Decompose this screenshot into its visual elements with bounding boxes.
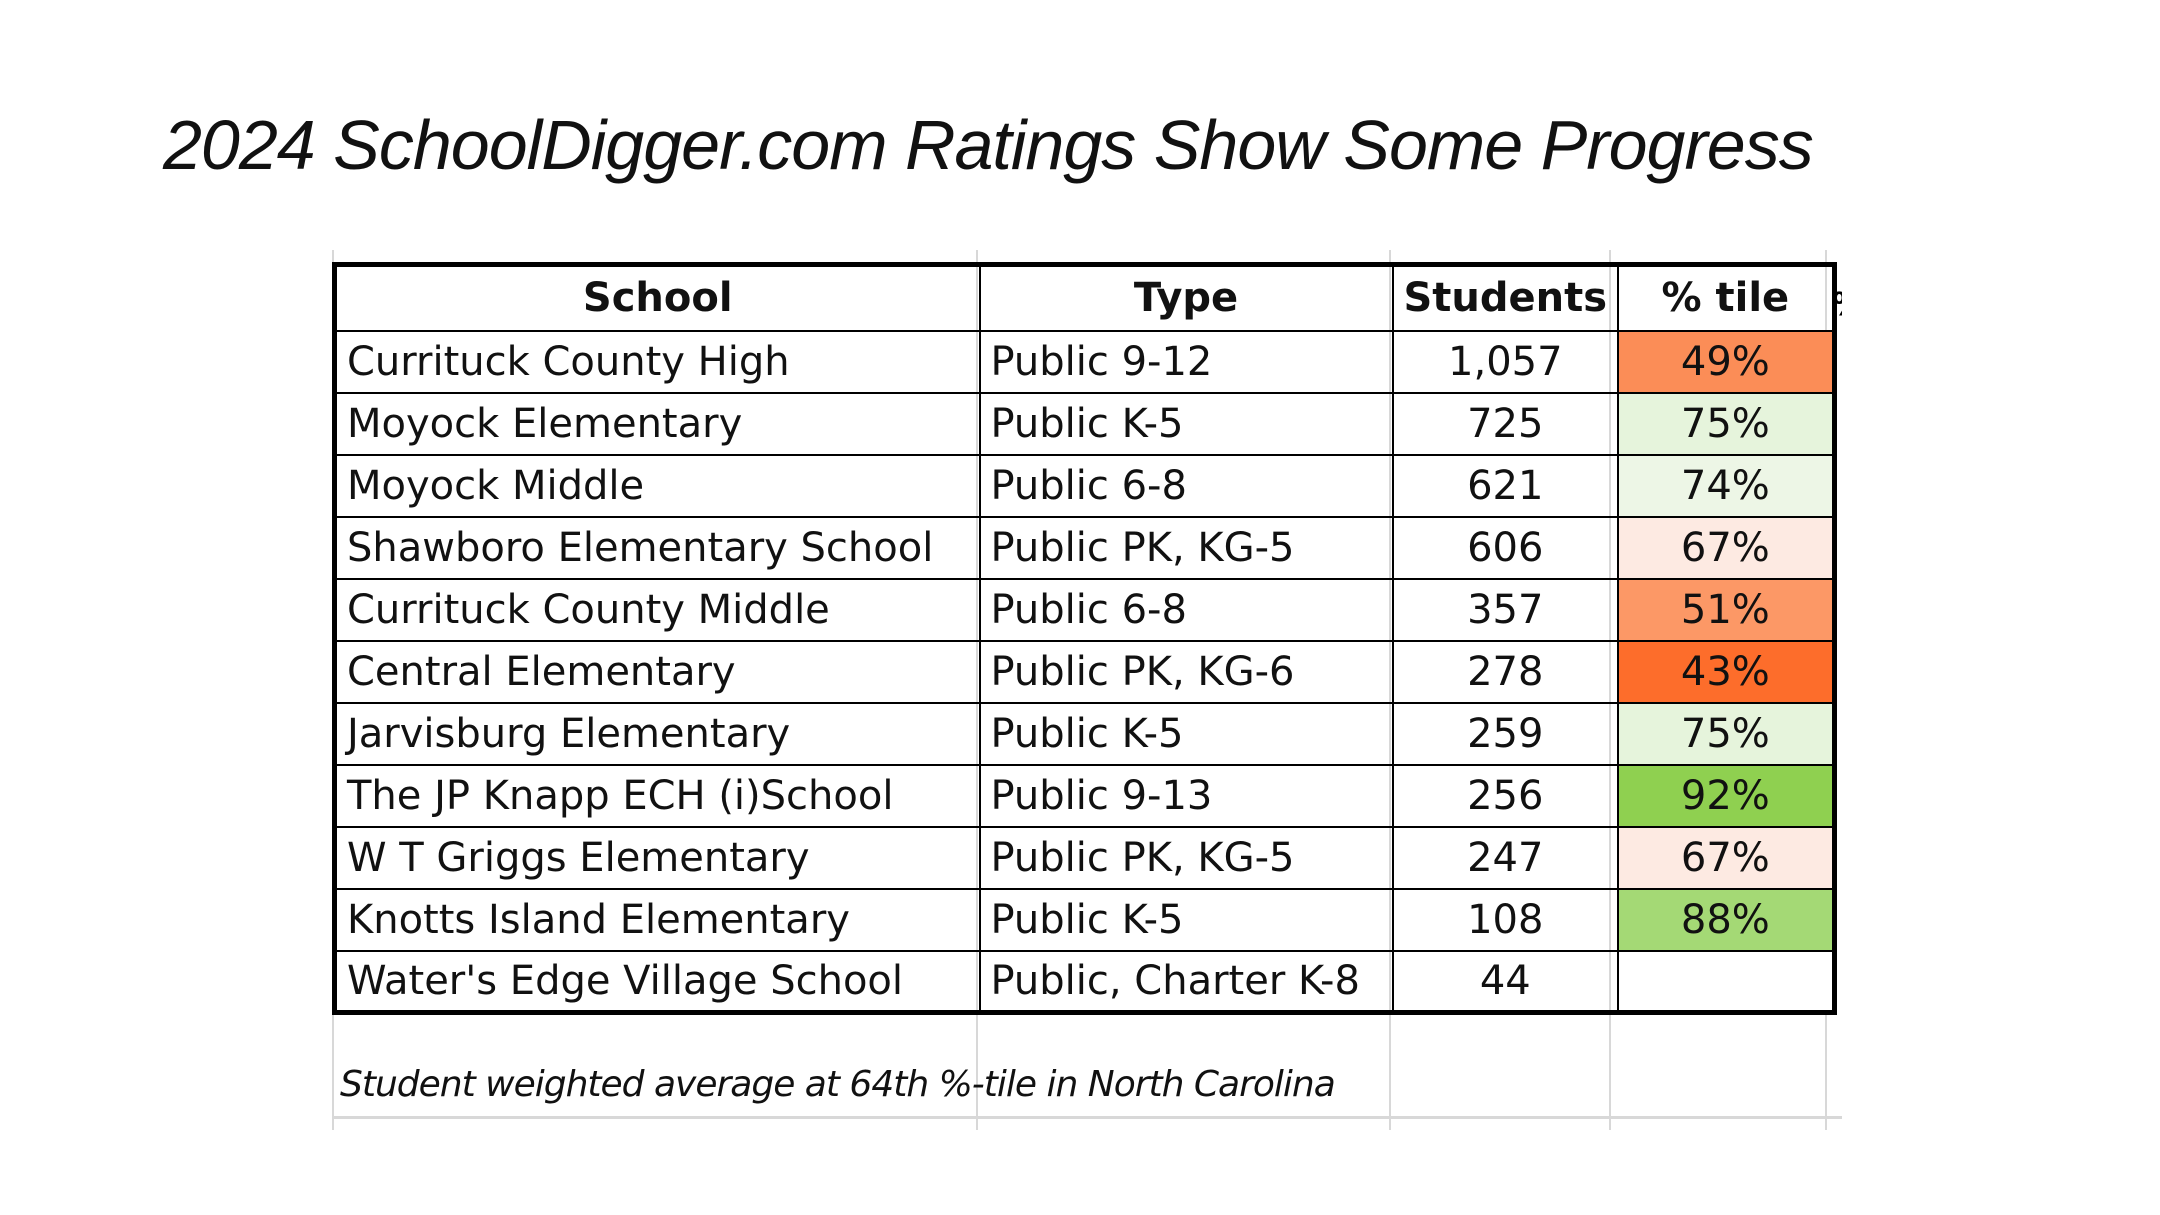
percentile-cell: 75% — [1617, 391, 1836, 456]
footer-note: Student weighted average at 64th %-tile … — [340, 1064, 1336, 1105]
percentile-cell: 49% — [1617, 329, 1836, 394]
table-row: Water's Edge Village School Public, Chart… — [333, 949, 1836, 1014]
header-students: Students — [1391, 263, 1620, 332]
school-name-cell: Moyock Elementary — [333, 391, 981, 456]
table-row: W T Griggs Elementary Public PK, KG-5 247 6… — [333, 825, 1836, 890]
percentile-cell: 88% — [1617, 887, 1836, 952]
school-name-cell: Currituck County Middle — [333, 577, 981, 642]
school-name-cell: Water's Edge Village School — [333, 949, 981, 1014]
school-type-cell: Public PK, KG-5 — [978, 515, 1394, 580]
school-type-cell: Public PK, KG-5 — [978, 825, 1394, 890]
school-type-cell: Public 6-8 — [978, 453, 1394, 518]
school-type-cell: Public 9-12 — [978, 329, 1394, 394]
header-school: School — [333, 263, 981, 332]
students-cell: 256 — [1391, 763, 1620, 828]
table-row: Central Elementary Public PK, KG-6 278 43% — [333, 639, 1836, 704]
table-row: Currituck County High Public 9-12 1,057 49% — [333, 329, 1836, 394]
table-row: Jarvisburg Elementary Public K-5 259 75% — [333, 701, 1836, 766]
school-name-cell: Jarvisburg Elementary — [333, 701, 981, 766]
school-type-cell: Public 9-13 — [978, 763, 1394, 828]
percentile-cell — [1617, 949, 1836, 1014]
school-name-cell: Currituck County High — [333, 329, 981, 394]
percentile-cell: 74% — [1617, 453, 1836, 518]
header-row: School Type Students % tile — [333, 263, 1836, 332]
table-row: Knotts Island Elementary Public K-5 108 88% — [333, 887, 1836, 952]
school-ratings-table: School Type Students % tile Currituck Co… — [332, 262, 1837, 1015]
header-percentile: % tile — [1617, 263, 1836, 332]
clipped-column-header: % — [1832, 285, 1842, 323]
school-name-cell: Central Elementary — [333, 639, 981, 704]
students-cell: 278 — [1391, 639, 1620, 704]
students-cell: 259 — [1391, 701, 1620, 766]
table-row: Moyock Elementary Public K-5 725 75% — [333, 391, 1836, 456]
school-name-cell: W T Griggs Elementary — [333, 825, 981, 890]
percentile-cell: 43% — [1617, 639, 1836, 704]
students-cell: 606 — [1391, 515, 1620, 580]
table-row: Currituck County Middle Public 6-8 357 51% — [333, 577, 1836, 642]
school-type-cell: Public, Charter K-8 — [978, 949, 1394, 1014]
school-name-cell: Shawboro Elementary School — [333, 515, 981, 580]
school-type-cell: Public K-5 — [978, 701, 1394, 766]
header-type: Type — [978, 263, 1394, 332]
school-name-cell: Knotts Island Elementary — [333, 887, 981, 952]
school-name-cell: Moyock Middle — [333, 453, 981, 518]
percentile-cell: 67% — [1617, 515, 1836, 580]
students-cell: 1,057 — [1391, 329, 1620, 394]
table-row: Shawboro Elementary School Public PK, KG-… — [333, 515, 1836, 580]
students-cell: 621 — [1391, 453, 1620, 518]
school-type-cell: Public K-5 — [978, 887, 1394, 952]
percentile-cell: 92% — [1617, 763, 1836, 828]
students-cell: 44 — [1391, 949, 1620, 1014]
table-row: The JP Knapp ECH (i)School Public 9-13 256… — [333, 763, 1836, 828]
percentile-cell: 67% — [1617, 825, 1836, 890]
percentile-cell: 51% — [1617, 577, 1836, 642]
students-cell: 725 — [1391, 391, 1620, 456]
school-type-cell: Public K-5 — [978, 391, 1394, 456]
slide-title: 2024 SchoolDigger.com Ratings Show Some … — [163, 106, 1814, 184]
table-row: Moyock Middle Public 6-8 621 74% — [333, 453, 1836, 518]
students-cell: 247 — [1391, 825, 1620, 890]
school-name-cell: The JP Knapp ECH (i)School — [333, 763, 981, 828]
students-cell: 357 — [1391, 577, 1620, 642]
percentile-cell: 75% — [1617, 701, 1836, 766]
school-type-cell: Public 6-8 — [978, 577, 1394, 642]
students-cell: 108 — [1391, 887, 1620, 952]
school-type-cell: Public PK, KG-6 — [978, 639, 1394, 704]
